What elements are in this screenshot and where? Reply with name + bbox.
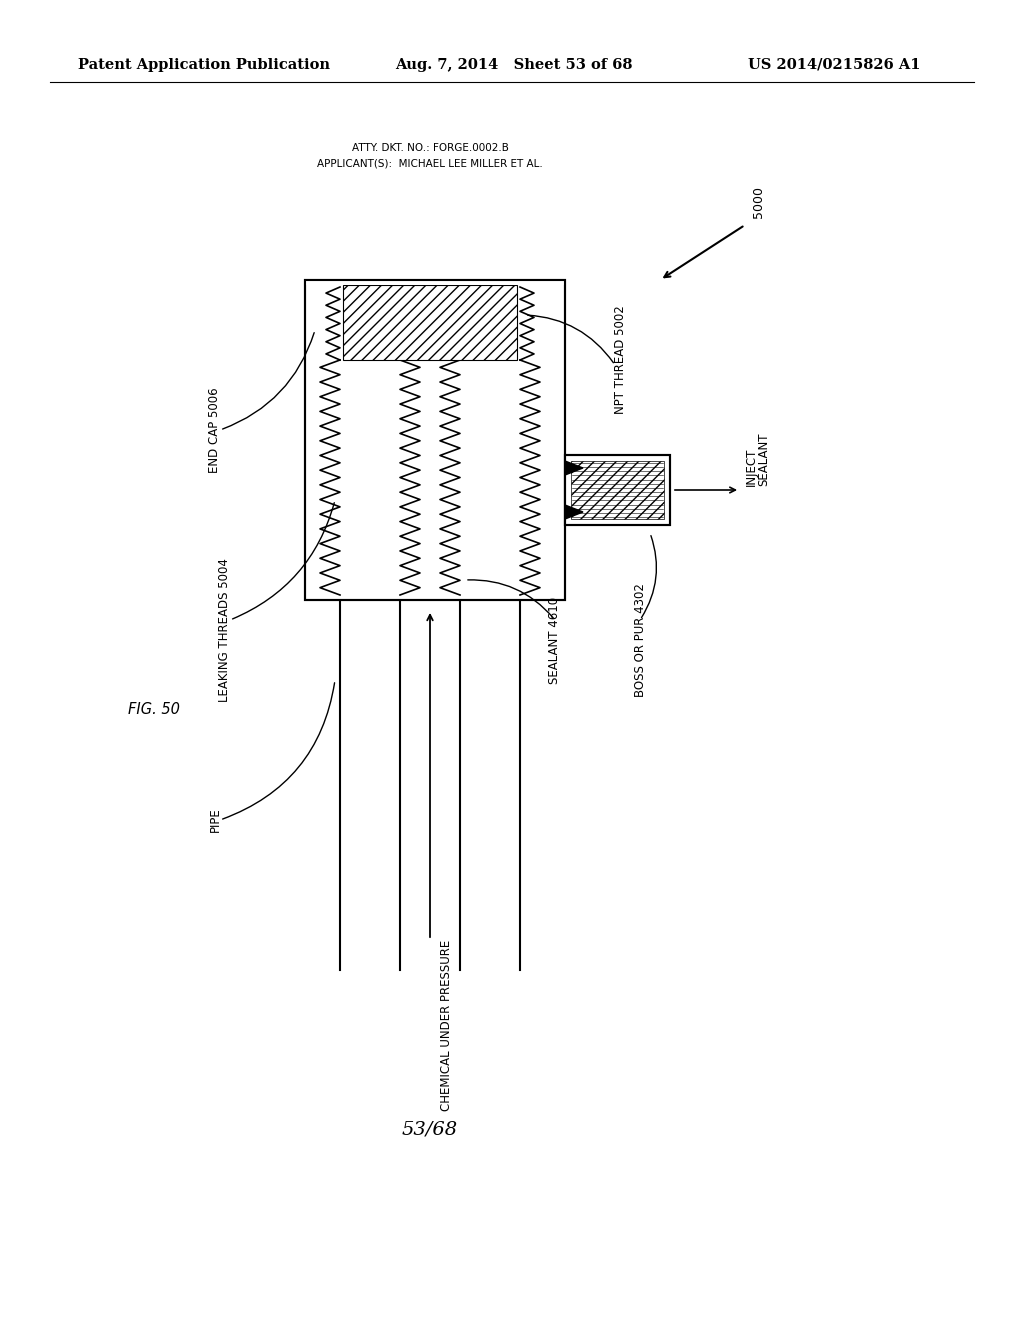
Bar	[571, 461, 664, 519]
Polygon shape	[565, 461, 583, 475]
Text: APPLICANT(S):  MICHAEL LEE MILLER ET AL.: APPLICANT(S): MICHAEL LEE MILLER ET AL.	[317, 158, 543, 169]
Text: US 2014/0215826 A1: US 2014/0215826 A1	[748, 58, 921, 73]
Text: Aug. 7, 2014   Sheet 53 of 68: Aug. 7, 2014 Sheet 53 of 68	[395, 58, 633, 73]
Text: Patent Application Publication: Patent Application Publication	[78, 58, 330, 73]
Bar	[305, 280, 565, 601]
Text: LEAKING THREADS 5004: LEAKING THREADS 5004	[218, 558, 231, 702]
Text: 5000: 5000	[752, 186, 765, 218]
Text: SEALANT: SEALANT	[757, 433, 770, 486]
Bar	[565, 455, 670, 525]
Text: BOSS OR PUR 4302: BOSS OR PUR 4302	[634, 583, 646, 697]
Bar	[305, 280, 565, 285]
Bar	[565, 455, 670, 525]
Text: SEALANT 4610: SEALANT 4610	[549, 597, 561, 684]
Text: FIG. 50: FIG. 50	[128, 702, 180, 718]
Text: PIPE: PIPE	[209, 808, 221, 833]
Text: END CAP 5006: END CAP 5006	[209, 387, 221, 473]
Bar	[343, 285, 517, 360]
Text: INJECT: INJECT	[745, 447, 758, 486]
Text: 53/68: 53/68	[402, 1121, 458, 1139]
Text: ATTY. DKT. NO.: FORGE.0002.B: ATTY. DKT. NO.: FORGE.0002.B	[351, 143, 509, 153]
Text: NPT THREAD 5002: NPT THREAD 5002	[613, 306, 627, 414]
Polygon shape	[565, 506, 583, 519]
Text: CHEMICAL UNDER PRESSURE: CHEMICAL UNDER PRESSURE	[440, 940, 453, 1111]
Bar	[305, 280, 565, 601]
